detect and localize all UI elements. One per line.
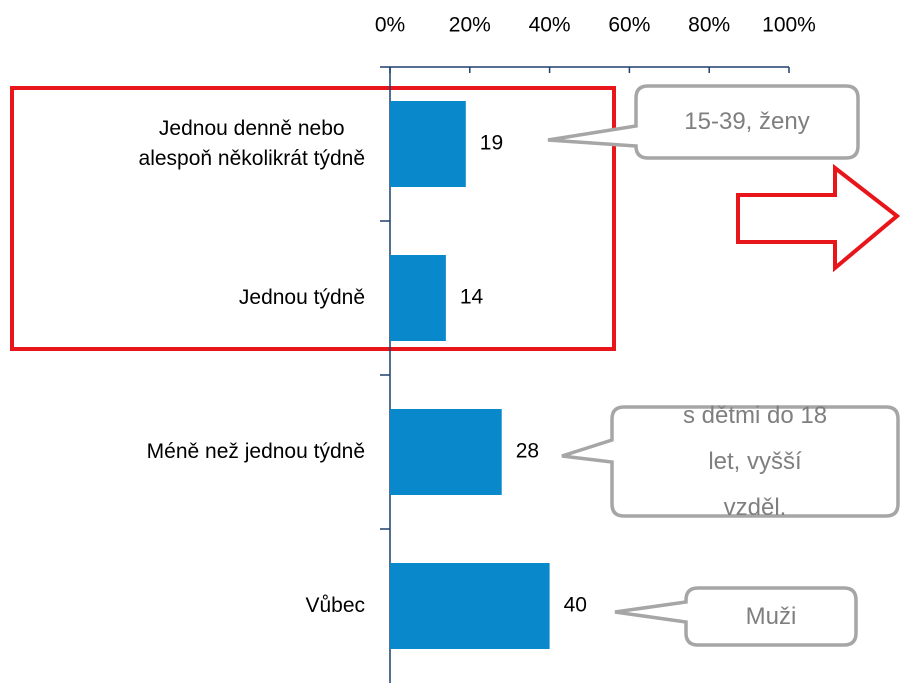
annotation: Muži	[745, 602, 797, 630]
bar	[390, 255, 446, 341]
callout	[547, 84, 860, 160]
value-label: 19	[480, 132, 503, 155]
highlight-box	[10, 86, 616, 351]
category-label: Jednou týdně	[238, 286, 365, 309]
value-label: 14	[460, 286, 484, 309]
bar	[390, 101, 466, 187]
value-label: 40	[564, 594, 587, 617]
category-label: Jednou denně nebo alespoň několikrát týd…	[138, 117, 365, 170]
bar	[390, 563, 550, 649]
x-tick-label: 60%	[608, 14, 650, 37]
value-label: 28	[516, 440, 539, 463]
category-label: Méně než jednou týdně	[146, 440, 365, 463]
x-tick-label: 40%	[529, 14, 571, 37]
x-tick-label: 20%	[449, 14, 491, 37]
annotation: 15-39, ženy	[684, 108, 810, 135]
arrow	[736, 163, 901, 273]
bar	[390, 409, 502, 495]
x-tick-label: 80%	[688, 14, 730, 37]
callout	[561, 405, 900, 518]
x-tick-label: 0%	[375, 14, 405, 37]
x-tick-label: 100%	[762, 14, 816, 37]
annotation: s dětmi do 18 let, vyšší vzděl.	[682, 401, 828, 521]
category-label: Vůbec	[305, 594, 365, 617]
callout	[614, 586, 858, 647]
